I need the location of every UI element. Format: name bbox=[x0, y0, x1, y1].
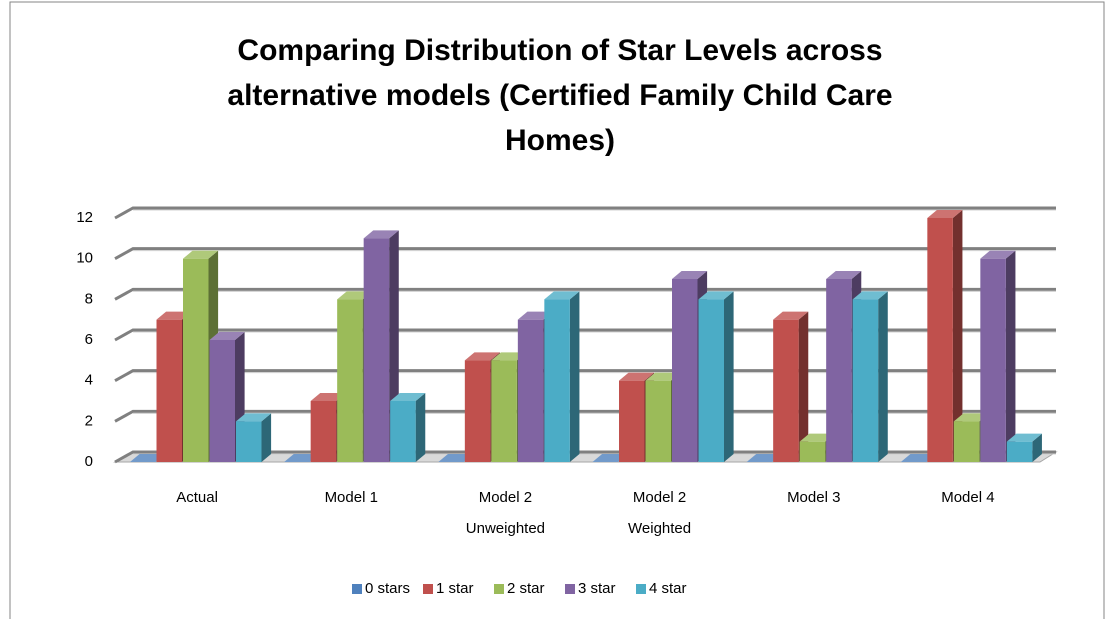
legend-label: 3 star bbox=[578, 580, 616, 597]
bar-top bbox=[544, 291, 580, 300]
chart-title: Homes) bbox=[505, 124, 615, 157]
bar bbox=[852, 299, 879, 462]
bar-top bbox=[645, 372, 681, 381]
bar bbox=[1006, 441, 1033, 462]
bar bbox=[672, 279, 698, 462]
bar bbox=[390, 401, 416, 462]
bar bbox=[927, 218, 953, 462]
legend-label: 0 stars bbox=[365, 580, 410, 597]
bar-side bbox=[1005, 250, 1016, 462]
bar bbox=[183, 258, 209, 462]
bar-side bbox=[952, 210, 963, 462]
x-tick-label: Model 2 Weighted bbox=[628, 489, 691, 537]
bar-side bbox=[261, 413, 272, 462]
bar bbox=[491, 360, 517, 462]
bar bbox=[363, 238, 390, 462]
y-tick-label: 12 bbox=[76, 209, 93, 226]
bar-top bbox=[980, 250, 1016, 259]
legend-swatch bbox=[352, 584, 362, 594]
bar-top bbox=[363, 230, 399, 239]
x-tick-label: Model 2 Unweighted bbox=[466, 489, 545, 537]
bar-side bbox=[1032, 433, 1042, 462]
bar-top bbox=[826, 271, 862, 279]
bar-top bbox=[698, 291, 734, 300]
y-tick-label: 6 bbox=[85, 331, 93, 348]
bar-top bbox=[592, 454, 628, 462]
bar-top bbox=[672, 271, 708, 279]
bar-top bbox=[183, 250, 219, 259]
bar bbox=[773, 319, 799, 462]
grid-line bbox=[114, 369, 1056, 382]
bar bbox=[310, 401, 337, 462]
y-tick-label: 10 bbox=[76, 250, 93, 267]
chart-title: alternative models (Certified Family Chi… bbox=[227, 79, 892, 112]
bar bbox=[337, 299, 363, 462]
bar-top bbox=[130, 454, 166, 462]
x-tick-label: Model 3 bbox=[787, 489, 840, 506]
bar-top bbox=[337, 291, 373, 300]
bar bbox=[799, 441, 826, 462]
legend-label: 2 star bbox=[507, 580, 545, 597]
bar-top bbox=[464, 352, 500, 361]
bar bbox=[517, 319, 544, 462]
bar bbox=[236, 421, 262, 462]
bar bbox=[980, 258, 1006, 462]
legend-swatch bbox=[494, 584, 504, 594]
grid-line bbox=[114, 206, 1056, 220]
grid-line bbox=[114, 287, 1056, 301]
bar bbox=[156, 319, 182, 462]
bar-top bbox=[310, 393, 346, 401]
chart-title: Comparing Distribution of Star Levels ac… bbox=[237, 34, 882, 67]
bar-side bbox=[569, 291, 580, 462]
x-tick-label: Model 1 bbox=[325, 489, 378, 506]
grid-line bbox=[114, 247, 1056, 260]
legend-label: 4 star bbox=[649, 580, 687, 597]
bar-top bbox=[438, 454, 474, 462]
bar-side bbox=[798, 311, 809, 462]
bar-top bbox=[773, 311, 809, 320]
bar bbox=[464, 360, 491, 462]
bar-top bbox=[209, 332, 245, 340]
bar-top bbox=[953, 413, 989, 422]
bar-top bbox=[284, 454, 320, 462]
bar-side bbox=[724, 291, 734, 462]
bar-top bbox=[156, 311, 192, 320]
bar-top bbox=[491, 352, 527, 361]
x-tick-label: Model 4 bbox=[941, 489, 994, 506]
y-tick-label: 0 bbox=[85, 453, 93, 470]
bar bbox=[826, 279, 852, 462]
bar-top bbox=[746, 454, 782, 462]
bar-top bbox=[799, 433, 835, 442]
bar-top bbox=[517, 311, 553, 320]
bar-top bbox=[1006, 433, 1042, 442]
bar bbox=[698, 299, 724, 462]
bar-top bbox=[900, 454, 936, 462]
bar bbox=[544, 299, 570, 462]
y-tick-label: 8 bbox=[85, 290, 93, 307]
bar-top bbox=[927, 210, 963, 218]
bar-top bbox=[852, 291, 888, 300]
bar bbox=[209, 340, 235, 462]
bar-top bbox=[390, 393, 426, 401]
bar-top bbox=[619, 372, 655, 381]
bar-top bbox=[236, 413, 272, 422]
legend-swatch bbox=[423, 584, 433, 594]
bar-side bbox=[415, 393, 426, 462]
bar bbox=[619, 380, 645, 462]
grid-line bbox=[114, 450, 1056, 464]
x-tick-label: Actual bbox=[176, 489, 218, 506]
grid-line bbox=[114, 409, 1056, 423]
y-tick-label: 2 bbox=[85, 412, 93, 429]
legend-swatch bbox=[565, 584, 575, 594]
legend-label: 1 star bbox=[436, 580, 474, 597]
bar-side bbox=[878, 291, 888, 462]
grid-line bbox=[114, 328, 1056, 342]
legend-swatch bbox=[636, 584, 646, 594]
y-tick-label: 4 bbox=[85, 372, 93, 389]
bar bbox=[645, 380, 671, 462]
bar bbox=[953, 421, 980, 462]
